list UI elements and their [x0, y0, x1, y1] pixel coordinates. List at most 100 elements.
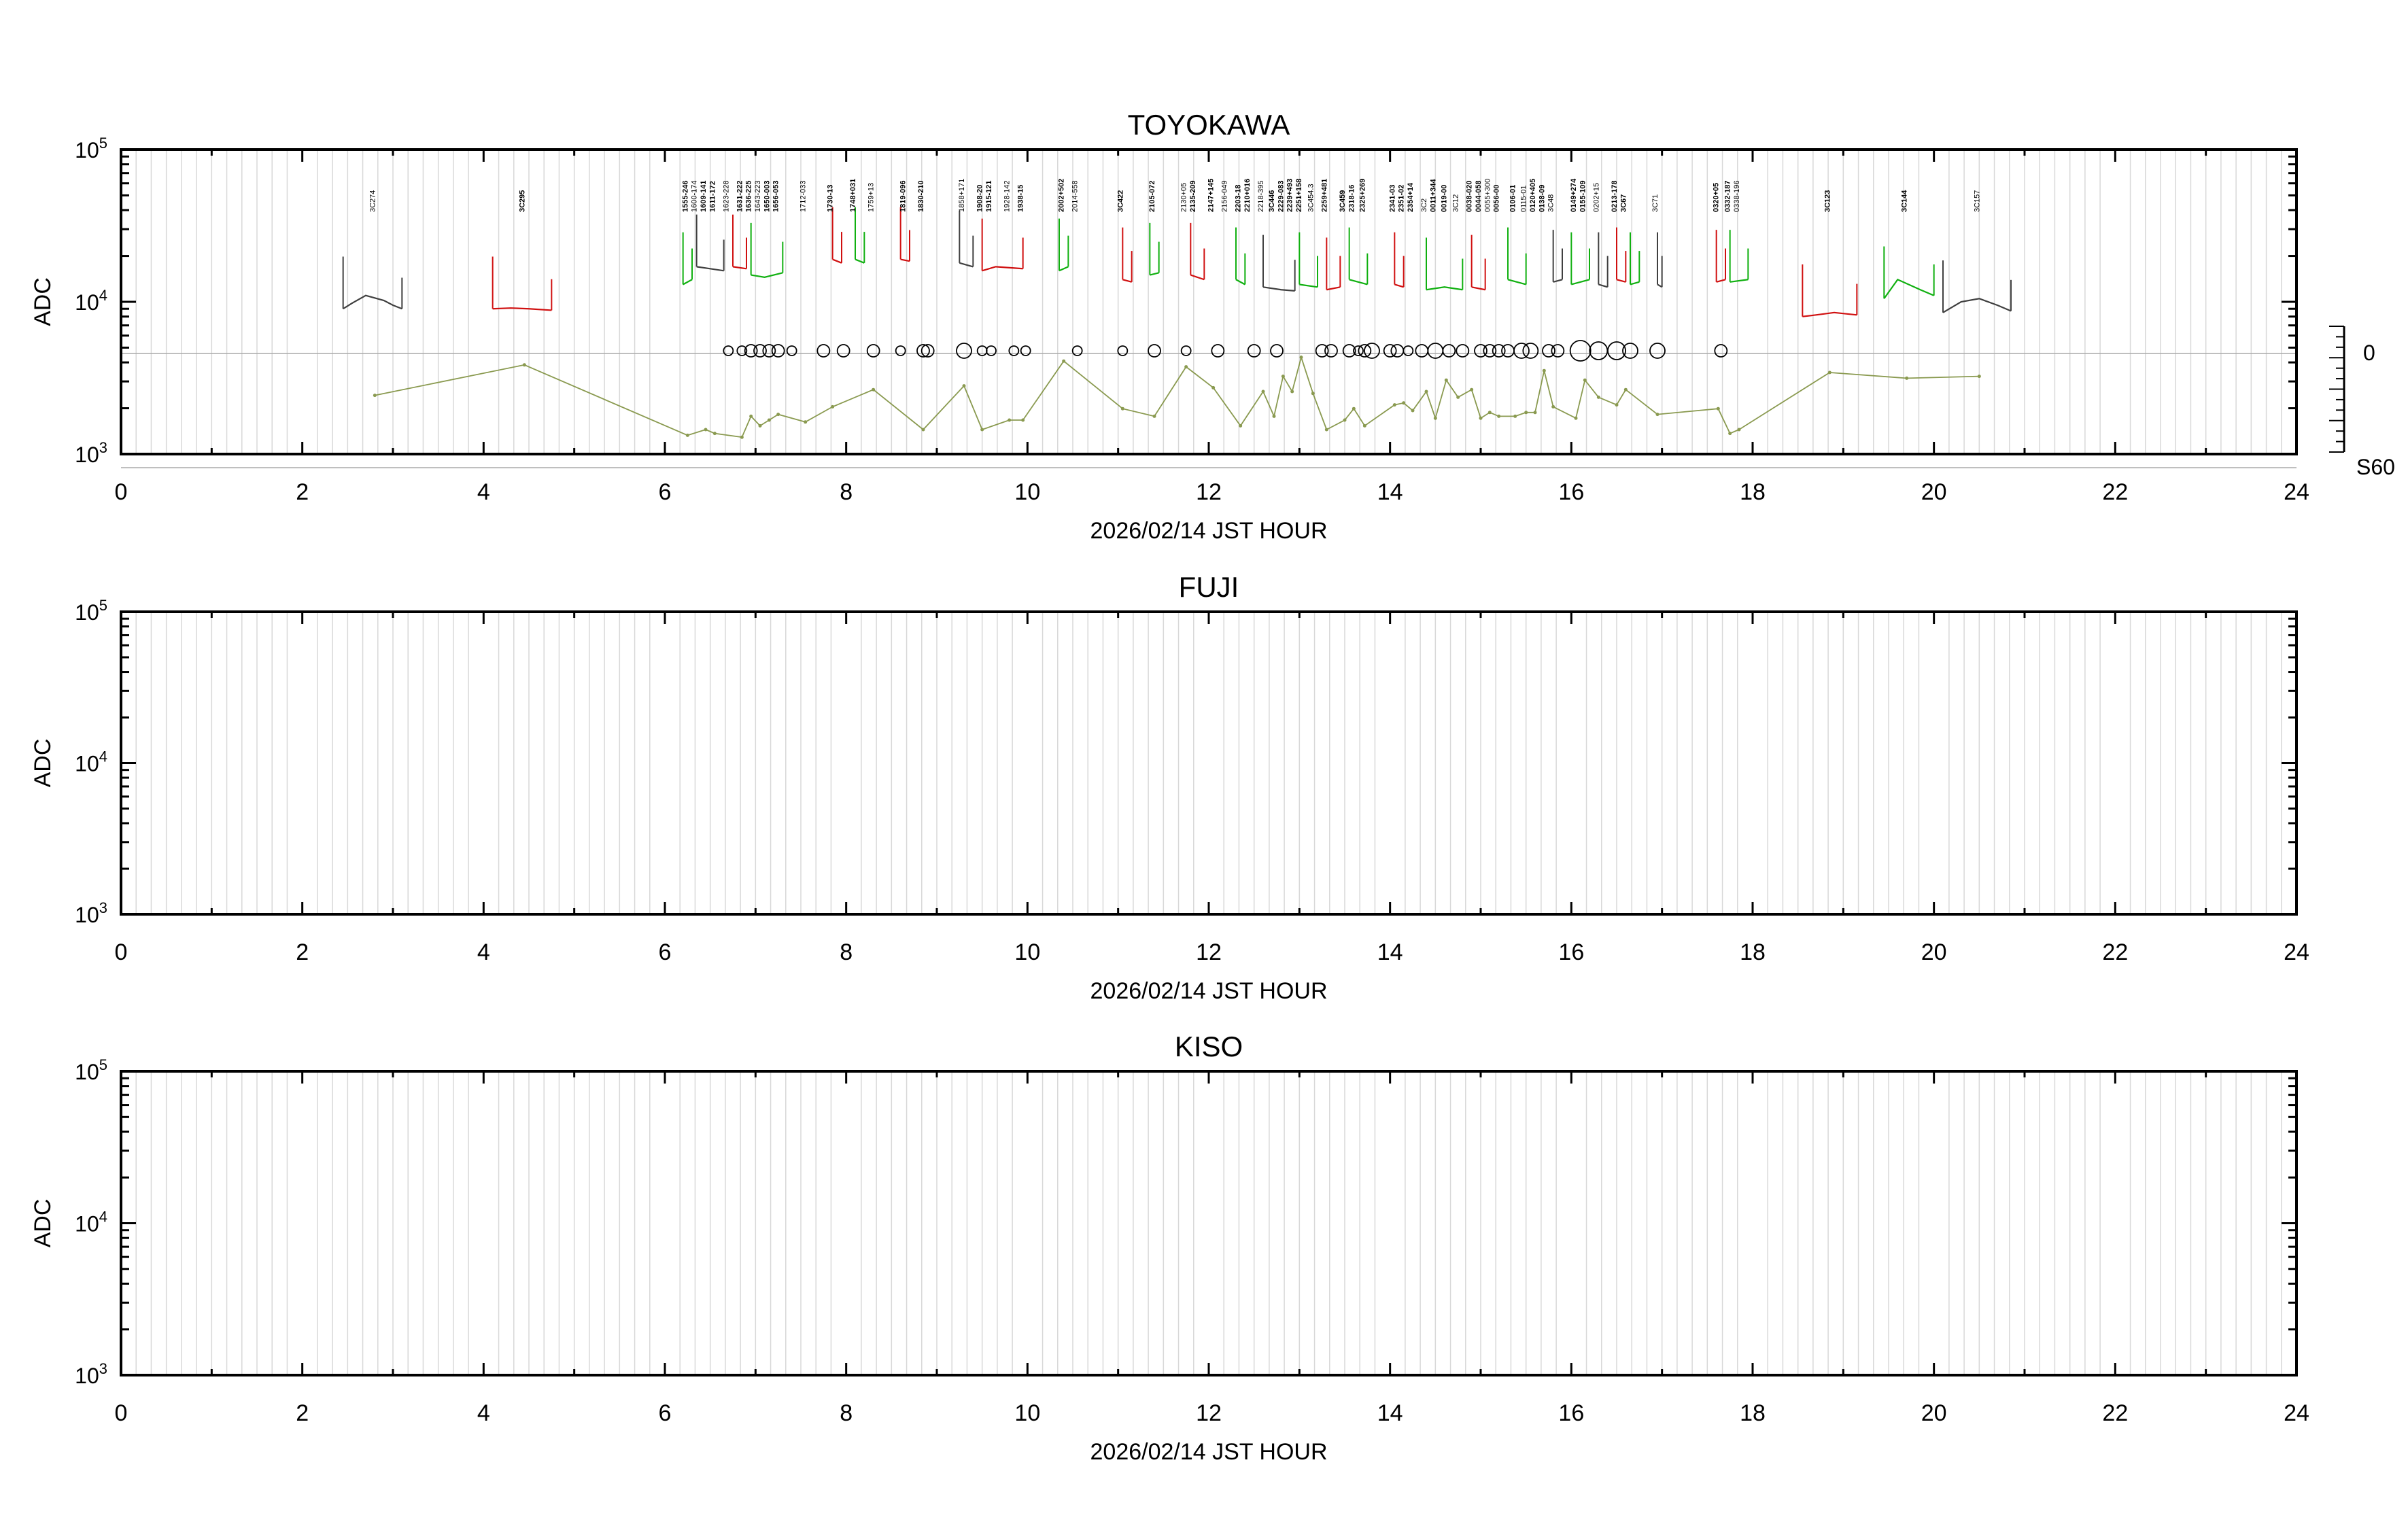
source-circle [1483, 344, 1497, 358]
source-label: 3C422 [1116, 190, 1124, 212]
source-label: 3C459 [1339, 190, 1347, 212]
source-label: 0155-109 [1579, 181, 1587, 213]
angle-point [1120, 406, 1124, 411]
source-circle [744, 344, 758, 358]
angle-point [1433, 416, 1437, 420]
source-circle [1247, 344, 1261, 358]
source-circle [956, 343, 972, 359]
x-tick-label: 24 [2284, 479, 2309, 505]
source-label: 1759+13 [867, 183, 876, 212]
angle-point [1623, 387, 1628, 392]
angle-point [1487, 411, 1492, 415]
y-tick-label: 103 [75, 439, 107, 467]
x-tick-label: 18 [1740, 479, 1766, 505]
data-series-line [1553, 279, 1563, 283]
data-series-line [683, 279, 693, 285]
x-tick-label: 8 [840, 1400, 853, 1426]
angle-point [373, 394, 377, 398]
x-tick-label: 14 [1377, 1400, 1403, 1426]
source-label: 1819-096 [899, 181, 907, 213]
x-tick-label: 4 [477, 939, 490, 965]
x-tick-label: 14 [1377, 479, 1403, 505]
source-circle [1714, 344, 1728, 358]
angle-point [831, 404, 835, 409]
source-label: 3C295 [518, 190, 526, 212]
source-label: 0202+15 [1592, 183, 1600, 212]
x-tick-label: 2 [296, 479, 309, 505]
data-series-line [1657, 283, 1663, 288]
x-tick-label: 6 [659, 479, 672, 505]
source-label: 3C454.3 [1307, 184, 1315, 212]
angle-point [1583, 378, 1587, 382]
x-axis-label: 2026/02/14 JST HOUR [1090, 978, 1328, 1004]
angle-point [1152, 414, 1156, 418]
source-circle [771, 344, 785, 358]
source-label: 2135-209 [1189, 181, 1197, 213]
data-series-line [1942, 298, 2012, 313]
source-label: 2156-049 [1221, 181, 1229, 213]
data-series-line [1122, 279, 1132, 283]
source-circle [1211, 344, 1225, 358]
source-circle [1324, 344, 1338, 358]
y-axis-label: ADC [30, 739, 56, 788]
x-tick-label: 20 [1921, 939, 1947, 965]
x-tick-label: 10 [1014, 939, 1040, 965]
data-series-line [1598, 283, 1608, 288]
source-circle [1364, 343, 1380, 359]
angle-point [740, 435, 744, 439]
source-label: 1830-210 [917, 181, 925, 213]
angle-point [1716, 406, 1720, 411]
source-circle [762, 344, 776, 358]
source-label: 0106-01 [1509, 185, 1517, 212]
source-label: 1623-228 [722, 181, 730, 213]
source-circle [1442, 344, 1456, 358]
x-tick-label: 24 [2284, 939, 2309, 965]
angle-point [962, 384, 966, 388]
angle-point [1392, 403, 1396, 407]
panel-fuji: 0 2 4 6 8 10 12 14 16 18 20 22 24103104105FUJI2026/0… [30, 571, 2309, 1004]
source-circle [1622, 343, 1638, 359]
angle-point [1424, 389, 1428, 394]
angle-point [1184, 365, 1188, 369]
source-label: 0338-196 [1733, 181, 1741, 213]
source-circle [786, 345, 797, 356]
angle-point [522, 363, 526, 367]
angle-point [1524, 411, 1528, 415]
x-tick-label: 20 [1921, 479, 1947, 505]
angle-point [1211, 385, 1216, 389]
x-tick-label: 22 [2102, 479, 2128, 505]
y-axis-label: ADC [30, 1199, 56, 1248]
source-label: 1858+171 [958, 179, 966, 212]
source-circle [1513, 343, 1530, 359]
source-label: 0038-020 [1466, 181, 1474, 213]
data-series-line [732, 266, 747, 270]
source-label: 3C274 [368, 190, 377, 212]
angle-point [1513, 414, 1517, 418]
source-label: 3C144 [1901, 190, 1909, 212]
data-series-line [1299, 283, 1318, 288]
angle-point [1290, 389, 1294, 394]
x-tick-label: 18 [1740, 1400, 1766, 1426]
angle-point [749, 414, 753, 418]
angle-point [1905, 376, 1909, 380]
source-circle [1522, 343, 1539, 359]
source-circle [1551, 344, 1565, 358]
data-series-line [832, 258, 842, 264]
source-label: 3C446 [1268, 190, 1276, 212]
y-tick-label: 104 [75, 287, 107, 315]
x-tick-label: 20 [1921, 1400, 1947, 1426]
source-label: 1748+031 [849, 179, 857, 212]
x-tick-label: 16 [1558, 939, 1584, 965]
angle-point [1362, 423, 1366, 428]
angle-point [921, 428, 925, 432]
plot-frame [120, 610, 2298, 916]
source-label: 1712-033 [799, 181, 808, 213]
source-circle [1501, 344, 1515, 358]
panel-title: TOYOKAWA [1128, 109, 1290, 141]
source-circle [816, 344, 831, 358]
source-label: 0213-178 [1611, 181, 1619, 213]
data-series-line [959, 262, 974, 268]
y-axis-label: ADC [30, 277, 56, 326]
angle-point [1411, 409, 1415, 413]
